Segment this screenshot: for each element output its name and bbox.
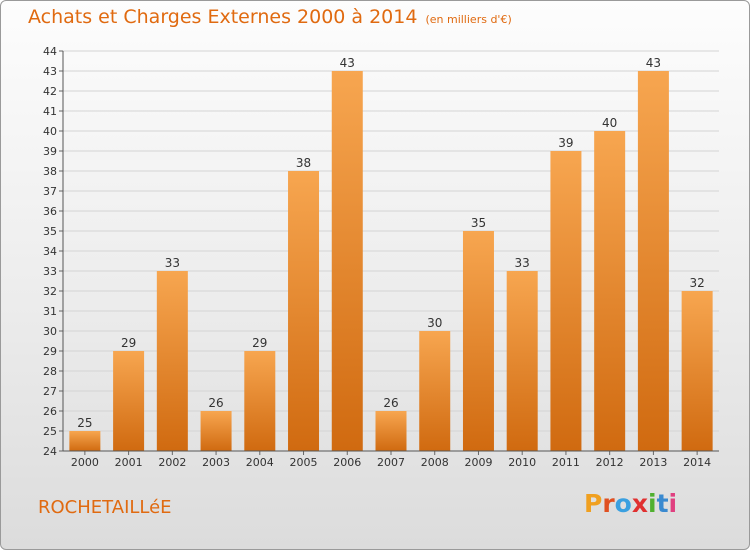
x-tick-label: 2003 [202, 456, 230, 469]
data-label: 29 [252, 336, 267, 350]
data-label: 39 [558, 136, 573, 150]
x-tick-label: 2007 [377, 456, 405, 469]
bar [331, 71, 363, 451]
data-label: 43 [340, 56, 355, 70]
y-tick-label: 38 [43, 165, 57, 178]
bar [69, 431, 101, 451]
y-tick-label: 32 [43, 285, 57, 298]
x-tick-label: 2002 [158, 456, 186, 469]
y-tick-label: 25 [43, 425, 57, 438]
x-tick-label: 2014 [683, 456, 711, 469]
data-label: 43 [646, 56, 661, 70]
logo-letter: x [631, 489, 648, 518]
data-label: 38 [296, 156, 311, 170]
chart-title-row: Achats et Charges Externes 2000 à 2014 (e… [28, 6, 512, 28]
town-name: ROCHETAILLéE [38, 497, 172, 518]
data-label: 33 [165, 256, 180, 270]
y-tick-label: 41 [43, 105, 57, 118]
bar [594, 131, 626, 451]
x-tick-label: 2000 [71, 456, 99, 469]
x-tick-label: 2012 [596, 456, 624, 469]
x-tick-label: 2010 [508, 456, 536, 469]
logo-letter: r [602, 489, 615, 518]
y-tick-label: 33 [43, 265, 57, 278]
bar [462, 231, 494, 451]
y-tick-label: 42 [43, 85, 57, 98]
y-tick-label: 29 [43, 345, 57, 358]
y-tick-label: 39 [43, 145, 57, 158]
data-label: 26 [383, 396, 398, 410]
bar [637, 71, 669, 451]
y-tick-label: 43 [43, 65, 57, 78]
y-tick-label: 24 [43, 445, 57, 458]
bar [113, 351, 145, 451]
bar [200, 411, 232, 451]
chart-title: Achats et Charges Externes 2000 à 2014 [28, 6, 418, 28]
y-tick-label: 30 [43, 325, 57, 338]
bar [244, 351, 276, 451]
y-tick-label: 36 [43, 205, 57, 218]
chart-subtitle: (en milliers d'€) [425, 13, 512, 26]
logo-letter: t [656, 489, 669, 518]
y-tick-label: 44 [43, 45, 57, 58]
x-tick-label: 2009 [464, 456, 492, 469]
bar [681, 291, 713, 451]
y-tick-label: 40 [43, 125, 57, 138]
x-tick-label: 2004 [246, 456, 274, 469]
y-tick-label: 27 [43, 385, 57, 398]
logo-letter: i [648, 489, 657, 518]
bar [375, 411, 407, 451]
y-tick-label: 31 [43, 305, 57, 318]
logo-letter: i [668, 489, 678, 518]
data-label: 29 [121, 336, 136, 350]
x-tick-label: 2008 [421, 456, 449, 469]
bars: 25 29 33 26 29 38 43 26 30 35 33 39 40 43 32 [69, 56, 713, 451]
axes: 24 25 26 27 28 29 30 31 32 33 34 35 36 37 38 39 40 41 42 43… [43, 45, 719, 469]
data-label: 26 [208, 396, 223, 410]
x-tick-label: 2006 [333, 456, 361, 469]
x-tick-label: 2011 [552, 456, 580, 469]
y-tick-label: 37 [43, 185, 57, 198]
y-tick-label: 34 [43, 245, 57, 258]
y-tick-label: 28 [43, 365, 57, 378]
proxiti-logo: Proxiti [584, 489, 677, 518]
data-label: 35 [471, 216, 486, 230]
data-label: 33 [515, 256, 530, 270]
x-tick-label: 2013 [639, 456, 667, 469]
x-tick-label: 2001 [115, 456, 143, 469]
x-tick-label: 2005 [290, 456, 318, 469]
logo-letter: P [584, 489, 603, 518]
data-label: 25 [77, 416, 92, 430]
bar [419, 331, 451, 451]
data-label: 32 [689, 276, 704, 290]
bar [156, 271, 188, 451]
data-label: 30 [427, 316, 442, 330]
bar [550, 151, 582, 451]
bar [506, 271, 538, 451]
logo-letter: o [614, 489, 632, 518]
bar [288, 171, 320, 451]
y-tick-label: 26 [43, 405, 57, 418]
y-tick-label: 35 [43, 225, 57, 238]
data-label: 40 [602, 116, 617, 130]
